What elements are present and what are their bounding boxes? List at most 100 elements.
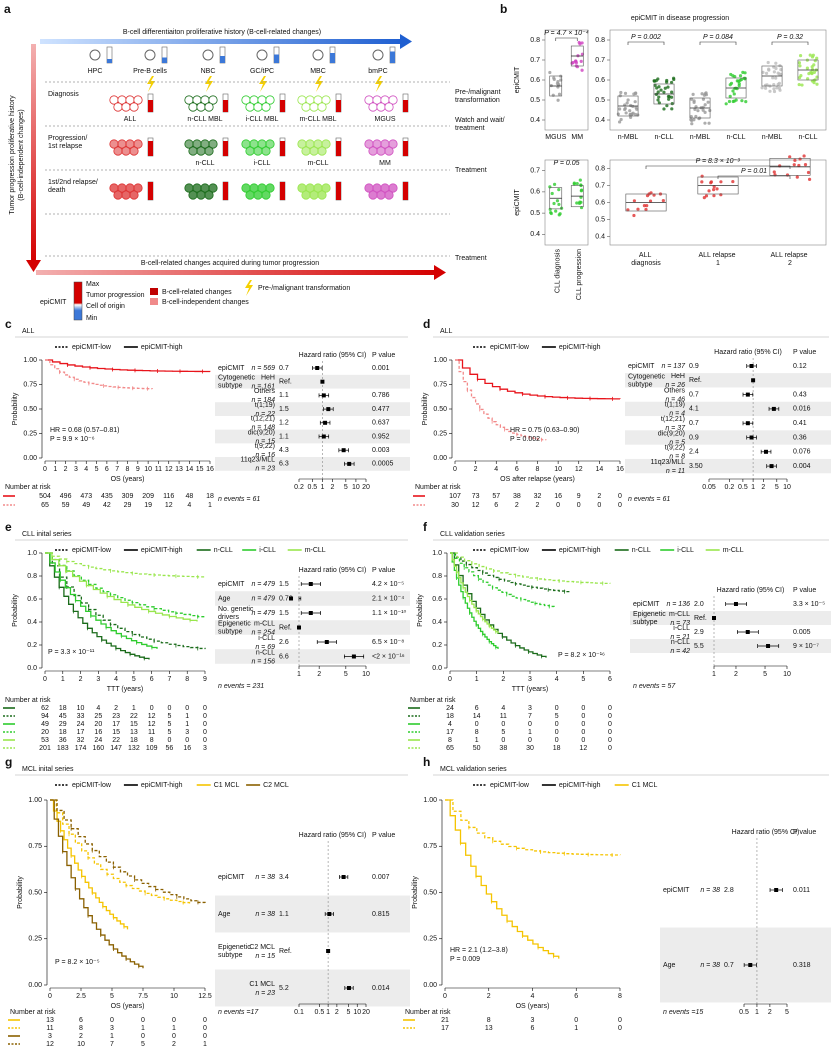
risk-count: 3 (531, 1017, 535, 1024)
point (616, 112, 620, 116)
risk-count: 107 (449, 493, 461, 500)
hr-marker (745, 421, 750, 426)
p-value: 0.003 (372, 447, 390, 454)
point (577, 40, 581, 45)
point (662, 107, 666, 111)
risk-count: 24 (94, 737, 102, 744)
risk-count: 0 (172, 1033, 176, 1040)
point (763, 86, 768, 90)
point (661, 199, 665, 203)
row-sublabel: C2 MCL (249, 944, 275, 951)
point (556, 98, 560, 102)
cell (321, 139, 331, 149)
risk-count: 18 (553, 745, 561, 752)
point (652, 193, 656, 197)
x-tick-label: 10 (170, 993, 178, 1000)
row-label: No. genetic drivers (218, 606, 255, 621)
row-n: n = 479 (251, 581, 275, 588)
point (692, 100, 696, 105)
point (548, 207, 552, 211)
hazard-ratio: 2.0 (694, 601, 704, 608)
risk-count: 132 (128, 745, 140, 752)
risk-count: 0 (501, 737, 505, 744)
cell-icon (372, 49, 384, 61)
risk-count: 23 (112, 713, 120, 720)
point (766, 60, 770, 65)
survival-curve (45, 552, 158, 649)
hr-marker (308, 611, 313, 615)
p-value: 0.005 (793, 629, 811, 636)
survival-curve (45, 359, 211, 373)
cell (129, 190, 139, 200)
row-sublabel: i-CLL (258, 635, 275, 642)
risk-count: 42 (103, 502, 111, 509)
x-tick-label: 0 (453, 466, 457, 473)
panel-letter: h (423, 755, 430, 769)
risk-count: 0 (167, 705, 171, 712)
legend-scale (73, 281, 83, 321)
p-value: 0.0005 (372, 461, 394, 468)
point (812, 70, 816, 75)
x-tick-label: 2 (79, 676, 83, 683)
point (656, 98, 660, 102)
risk-count: 0 (597, 502, 601, 509)
x-tick-label: 10 (783, 484, 791, 491)
risk-count: 3 (110, 1025, 114, 1032)
row-label: epiCMIT (663, 887, 690, 894)
y-tick-label: 0.5 (530, 97, 540, 104)
epicmit-bar-fill (403, 100, 408, 112)
point (629, 115, 633, 119)
row-n: n = 136 (666, 601, 690, 608)
cell (309, 146, 319, 156)
x-tick-label: 1 (53, 466, 57, 473)
point (635, 107, 639, 111)
risk-title: Number at risk (415, 484, 461, 491)
panel-letter: e (5, 520, 12, 534)
legend-label: C2 MCL (263, 782, 289, 789)
x-tick-label: 0.5 (739, 1009, 749, 1016)
risk-count: 24 (446, 705, 454, 712)
row-stripe (630, 639, 831, 653)
survival-curve (455, 359, 547, 441)
risk-count: 5 (141, 1041, 145, 1048)
risk-count: 13 (130, 729, 138, 736)
cell (376, 190, 386, 200)
y-tick-label: 0.8 (27, 573, 37, 580)
row-stripe (625, 458, 831, 474)
point (548, 70, 552, 75)
risk-count: 0 (608, 737, 612, 744)
risk-count: 4 (187, 502, 191, 509)
risk-count: 0 (203, 721, 207, 728)
row-n: n = 23 (255, 466, 275, 473)
point (648, 199, 653, 203)
point (772, 170, 776, 174)
point (632, 199, 637, 203)
point (632, 213, 636, 218)
point (657, 85, 661, 89)
risk-title: Number at risk (10, 1009, 56, 1016)
risk-count: 0 (618, 502, 622, 509)
category-label: MM (571, 134, 583, 141)
category-label: ALL relapse 1 (698, 252, 737, 267)
y-tick-label: 0.4 (27, 619, 37, 626)
cell (121, 102, 131, 112)
cell (113, 146, 123, 156)
point (799, 74, 803, 78)
bracket (645, 165, 791, 169)
epicmit-bar-fill (336, 182, 341, 200)
hr-marker (351, 654, 356, 659)
cell-icon (89, 49, 101, 61)
cell (129, 146, 139, 156)
column-header: P value (793, 349, 816, 356)
point (719, 180, 723, 184)
x-tick-label: 5 (344, 671, 348, 678)
statistic: P = 8.2 × 10⁻¹⁶ (558, 652, 605, 659)
point (636, 207, 640, 211)
risk-count: 2 (172, 1041, 176, 1048)
legend-label: C1 MCL (632, 782, 658, 789)
y-tick-label: 0.75 (28, 843, 42, 850)
p-value: P = 0.01 (741, 168, 767, 175)
y-axis-label: Probability (417, 594, 424, 627)
cell (196, 190, 206, 200)
